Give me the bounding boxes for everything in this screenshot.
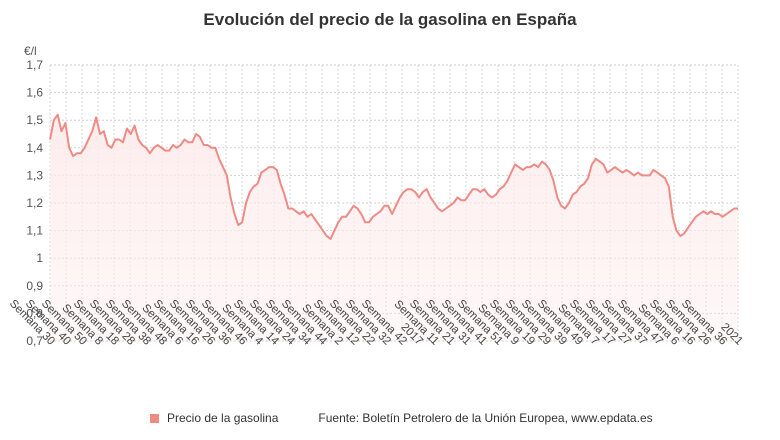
y-tick-label: 1,2 <box>26 196 43 210</box>
y-ticks: 0,7 0,8 0,9 1 1,1 1,2 1,3 1,4 1,5 1,6 1,7 <box>26 58 43 348</box>
area-fill <box>50 114 738 341</box>
y-tick-label: 0,8 <box>26 306 43 320</box>
y-tick-label: 1,5 <box>26 113 43 127</box>
chart-title: Evolución del precio de la gasolina en E… <box>203 10 577 29</box>
legend-swatch <box>150 413 159 423</box>
y-tick-label: 1,3 <box>26 168 43 182</box>
y-tick-label: 1,4 <box>26 141 43 155</box>
y-tick-label: 1 <box>36 251 43 265</box>
legend-label: Precio de la gasolina <box>167 411 279 425</box>
y-tick-label: 0,9 <box>26 279 43 293</box>
y-tick-label: 1,1 <box>26 224 43 238</box>
y-tick-label: 1,6 <box>26 86 43 100</box>
area-layer <box>49 113 738 341</box>
price-line <box>49 113 738 240</box>
y-tick-label: 1,7 <box>26 58 43 72</box>
chart-footer: Precio de la gasolina Fuente: Boletín Pe… <box>150 411 653 425</box>
source-note: Fuente: Boletín Petrolero de la Unión Eu… <box>318 411 653 425</box>
y-axis-unit: €/l <box>24 44 37 58</box>
y-tick-label: 0,7 <box>26 334 43 348</box>
